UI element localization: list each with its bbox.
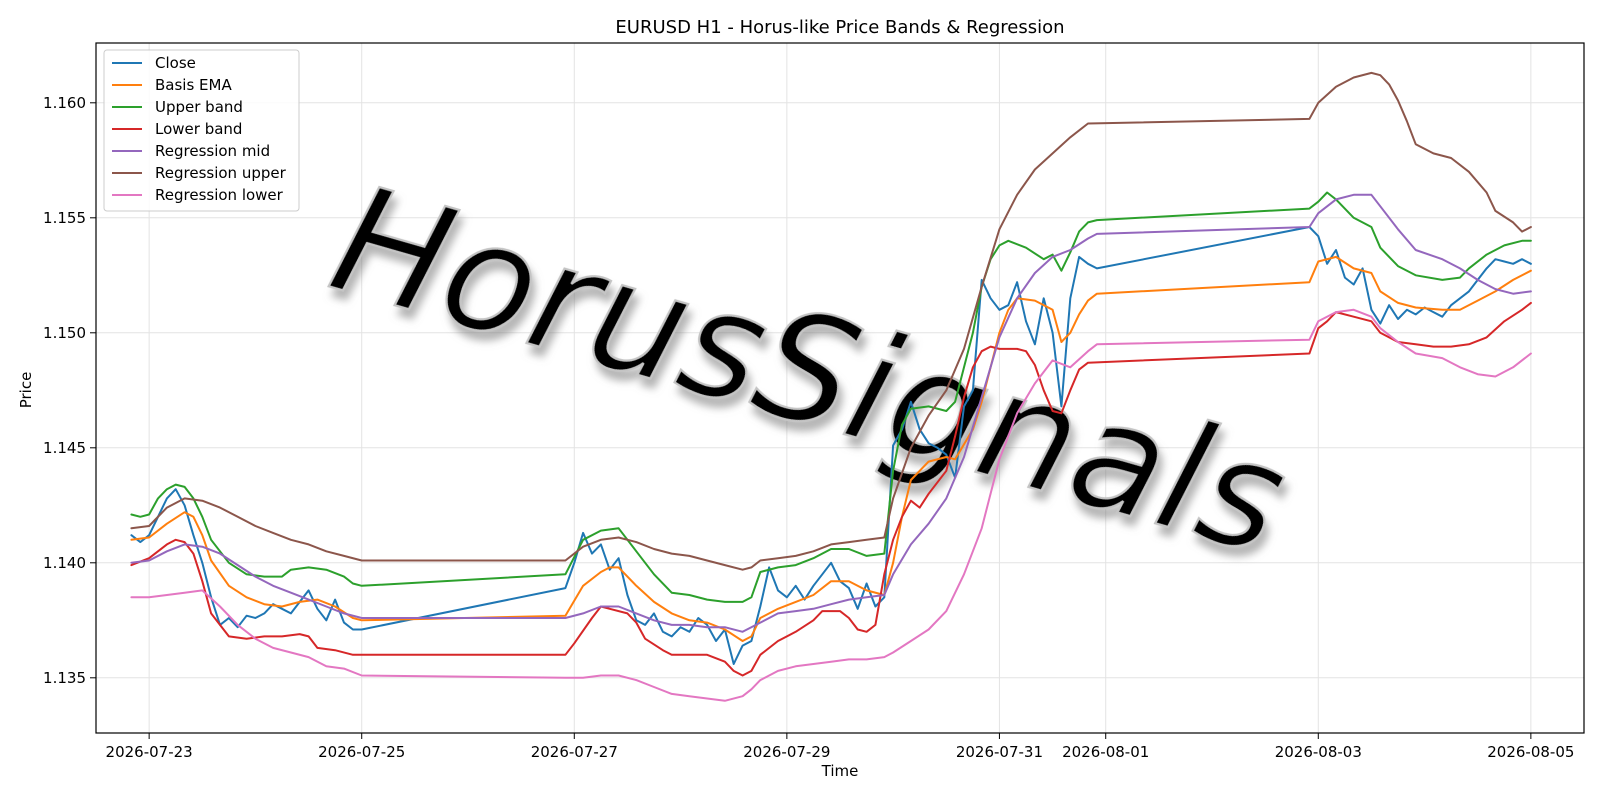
x-tick-label: 2026-07-27 bbox=[531, 743, 618, 761]
x-axis: 2026-07-23 2026-07-25 2026-07-27 2026-07-29… bbox=[106, 733, 1574, 761]
series-line-regression-mid bbox=[130, 193, 1532, 633]
x-tick-label: 2026-07-29 bbox=[743, 743, 830, 761]
x-tick-label: 2026-08-05 bbox=[1487, 743, 1574, 761]
series-line-upper-band bbox=[130, 191, 1532, 603]
series-line-regression-upper bbox=[130, 71, 1532, 571]
chart-title: EURUSD H1 - Horus-like Price Bands & Reg… bbox=[615, 17, 1064, 38]
legend-label: Basis EMA bbox=[155, 76, 232, 94]
y-tick-label: 1.155 bbox=[43, 209, 86, 227]
y-tick-label: 1.150 bbox=[43, 324, 86, 342]
y-axis-label: Price bbox=[17, 372, 35, 409]
series-line-close bbox=[130, 226, 1532, 665]
x-tick-label: 2026-08-03 bbox=[1275, 743, 1362, 761]
x-tick-label: 2026-07-31 bbox=[956, 743, 1043, 761]
x-axis-label: Time bbox=[821, 762, 859, 780]
y-tick-label: 1.160 bbox=[43, 94, 86, 112]
legend-label: Close bbox=[155, 54, 196, 72]
legend-label: Lower band bbox=[155, 120, 242, 138]
x-tick-label: 2026-07-23 bbox=[106, 743, 193, 761]
y-tick-label: 1.140 bbox=[43, 554, 86, 572]
legend-box bbox=[103, 49, 300, 212]
y-tick-label: 1.135 bbox=[43, 669, 86, 687]
legend-label: Regression mid bbox=[155, 142, 270, 160]
x-tick-label: 2026-07-25 bbox=[318, 743, 405, 761]
plot-frame bbox=[95, 42, 1585, 734]
series-lines bbox=[130, 71, 1532, 702]
legend-label: Regression lower bbox=[155, 186, 284, 204]
legend: Close Basis EMA Upper band Lower band Regres… bbox=[103, 49, 300, 212]
grid bbox=[96, 43, 1584, 733]
y-axis: 1.135 1.140 1.145 1.150 1.155 1.160 bbox=[43, 94, 96, 687]
legend-label: Upper band bbox=[155, 98, 243, 116]
series-line-basis-ema bbox=[130, 255, 1532, 642]
series-line-regression-lower bbox=[130, 308, 1532, 702]
series-line-lower-band bbox=[130, 301, 1532, 677]
legend-label: Regression upper bbox=[155, 164, 287, 182]
y-tick-label: 1.145 bbox=[43, 439, 86, 457]
x-tick-label: 2026-08-01 bbox=[1062, 743, 1149, 761]
